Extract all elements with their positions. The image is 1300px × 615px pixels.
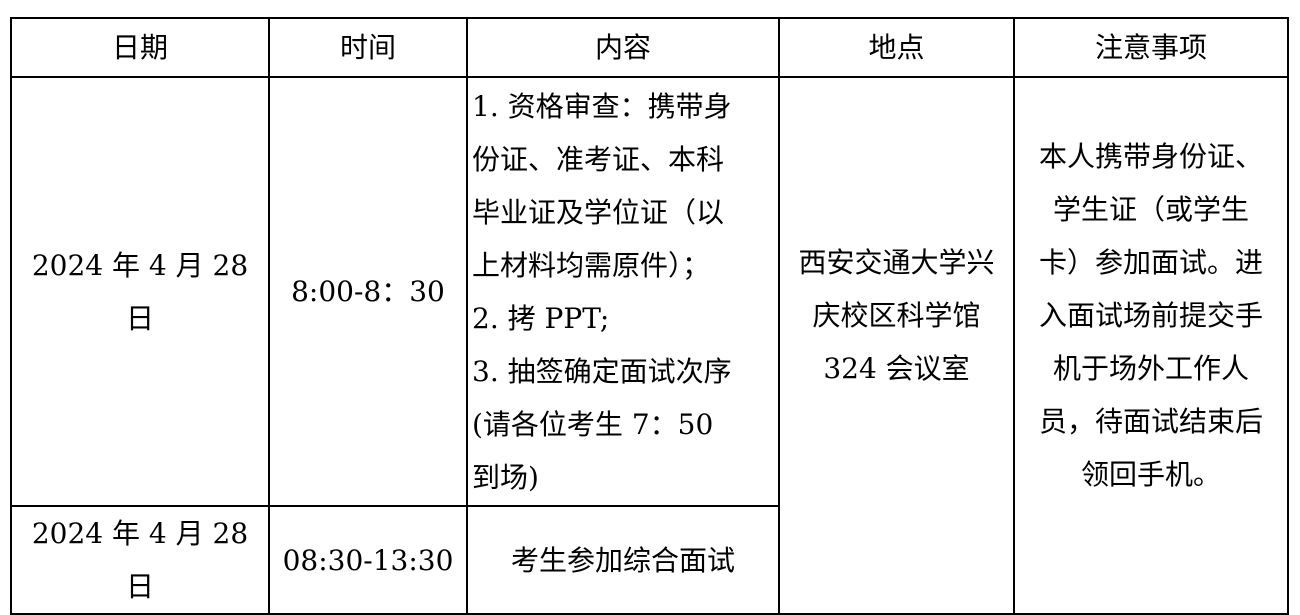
text-line: 2. 拷 PPT; <box>472 301 610 335</box>
text-line: 考生参加综合面试 <box>510 543 735 577</box>
date-cell: 2024 年 4 月 28 日 <box>10 76 270 507</box>
text-line: 卡）参加面试。进 <box>1038 246 1263 279</box>
header-notes: 注意事项 <box>1013 17 1289 78</box>
header-date: 日期 <box>10 17 270 78</box>
text-line: 机于场外工作人 <box>1052 352 1249 385</box>
header-row: 日期 时间 内容 地点 注意事项 <box>10 17 1289 78</box>
text-line: 学生证（或学生 <box>1052 193 1249 226</box>
text-line: 3. 抽签确定面试次序 <box>472 354 732 388</box>
text-line: 324 会议室 <box>823 352 970 385</box>
text-line: (请各位考生 7：50 <box>472 407 714 441</box>
date-cell: 2024 年 4 月 28 日 <box>10 505 270 615</box>
header-content: 内容 <box>466 17 780 78</box>
notes-cell: 本人携带身份证、 学生证（或学生 卡）参加面试。进 入面试场前提交手 机于场外工作人 员，… <box>1013 76 1289 615</box>
text-line: 庆校区科学馆 <box>812 299 981 332</box>
text-line: 到场) <box>472 460 539 494</box>
table-row: 2024 年 4 月 28 日 8:00-8：30 1. 资格审查：携带身 份证、… <box>10 76 1289 615</box>
text-line: 上材料均需原件）； <box>472 248 711 282</box>
location-cell: 西安交通大学兴 庆校区科学馆 324 会议室 <box>778 76 1015 615</box>
time-cell: 8:00-8：30 <box>268 76 468 507</box>
text-line: 西安交通大学兴 <box>798 246 995 279</box>
schedule-table: 日期 时间 内容 地点 注意事项 2024 年 4 月 28 日 8:00-8：… <box>10 17 1289 615</box>
content-cell: 考生参加综合面试 <box>466 505 780 615</box>
text-line: 入面试场前提交手 <box>1038 299 1263 332</box>
content-cell: 1. 资格审查：携带身 份证、准考证、本科 毕业证及学位证（以 上材料均需原件）； 2.… <box>466 76 780 507</box>
header-time: 时间 <box>268 17 468 78</box>
text-line: 员，待面试结束后 <box>1038 405 1263 438</box>
header-location: 地点 <box>778 17 1015 78</box>
text-line: 份证、准考证、本科 <box>472 142 725 176</box>
time-cell: 08:30-13:30 <box>268 505 468 615</box>
text-line: 领回手机。 <box>1080 458 1221 491</box>
text-line: 本人携带身份证、 <box>1038 140 1263 173</box>
text-line: 毕业证及学位证（以 <box>472 195 725 229</box>
text-line: 1. 资格审查：携带身 <box>472 89 732 123</box>
